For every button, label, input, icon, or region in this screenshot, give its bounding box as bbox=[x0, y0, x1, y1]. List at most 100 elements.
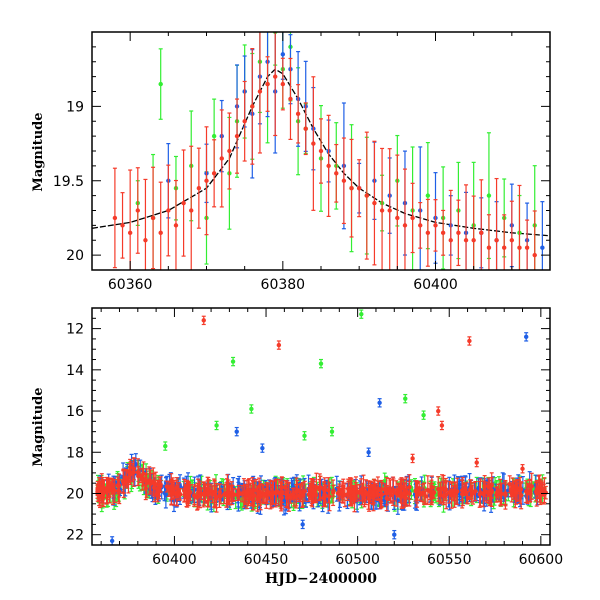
red-data-point bbox=[502, 245, 507, 250]
top-panel: 60360 60380 60400 19 19.5 20 bbox=[53, 31, 551, 293]
red-data-point bbox=[448, 238, 453, 243]
red-data-point bbox=[503, 492, 508, 498]
x-axis-label: HJD−2400000 bbox=[265, 571, 377, 587]
green-outlier-point bbox=[403, 396, 408, 401]
axes: 60400 60450 60500 60550 60600 12 14 16 18 20 22 bbox=[66, 307, 564, 568]
red-data-point bbox=[265, 489, 271, 495]
red-data-point bbox=[318, 148, 324, 154]
red-data-point bbox=[533, 489, 539, 494]
red-data-point bbox=[279, 490, 285, 496]
red-data-point bbox=[257, 492, 263, 498]
red-data-point bbox=[425, 230, 431, 236]
plot-frame bbox=[91, 307, 551, 546]
red-data-point bbox=[124, 475, 129, 481]
plot-area bbox=[92, 32, 550, 270]
blue-outlier-point bbox=[260, 445, 265, 451]
red-data-point bbox=[470, 491, 476, 496]
red-data-point bbox=[402, 223, 408, 228]
red-data-point bbox=[529, 484, 534, 489]
y-tick-label: 12 bbox=[66, 322, 84, 338]
y-tick-label: 19.5 bbox=[53, 174, 84, 190]
red-data-point bbox=[372, 486, 378, 491]
red-data-point bbox=[97, 490, 103, 496]
red-data-point bbox=[348, 489, 353, 495]
red-data-point bbox=[341, 484, 346, 490]
red-data-point bbox=[191, 493, 197, 498]
bottom-panel: 60400 60450 60500 60550 60600 12 14 16 18 20 22 bbox=[66, 307, 564, 568]
red-data-point bbox=[302, 489, 308, 494]
red-data-point bbox=[158, 230, 163, 236]
red-data-point bbox=[311, 141, 316, 146]
red-data-point bbox=[237, 491, 242, 497]
red-data-point bbox=[524, 245, 530, 250]
red-data-point bbox=[112, 215, 118, 221]
blue-outlier-point bbox=[377, 400, 382, 405]
green-outlier-point bbox=[318, 361, 324, 366]
red-data-point bbox=[510, 485, 515, 490]
blue-outlier-point bbox=[523, 334, 529, 340]
red-data-point bbox=[294, 489, 299, 495]
red-data-point bbox=[467, 487, 473, 492]
red-data-point bbox=[463, 238, 469, 243]
blue-data-point bbox=[280, 52, 286, 57]
red-data-point bbox=[349, 185, 354, 191]
red-data-point bbox=[197, 493, 203, 499]
red-data-point bbox=[465, 495, 471, 500]
red-data-point bbox=[211, 490, 217, 496]
red-data-point bbox=[421, 491, 427, 497]
red-data-point bbox=[486, 484, 492, 490]
red-data-point bbox=[227, 493, 233, 498]
red-outlier-point bbox=[201, 318, 206, 323]
red-data-point bbox=[303, 126, 308, 131]
red-data-point bbox=[455, 489, 460, 494]
red-data-point bbox=[334, 171, 339, 176]
red-data-point bbox=[255, 496, 260, 502]
x-tick-label: 60400 bbox=[413, 277, 458, 293]
red-data-point bbox=[525, 491, 530, 496]
blue-outlier-point bbox=[392, 532, 397, 537]
red-data-point bbox=[363, 491, 369, 496]
red-data-point bbox=[471, 238, 476, 243]
red-outlier-point bbox=[436, 408, 441, 414]
red-data-point bbox=[252, 493, 257, 498]
red-data-point bbox=[284, 492, 289, 497]
red-data-point bbox=[257, 89, 263, 94]
red-data-point bbox=[170, 486, 175, 491]
red-data-point bbox=[326, 163, 331, 169]
blue-data-point bbox=[540, 245, 545, 250]
plot-area bbox=[95, 309, 548, 545]
red-data-point bbox=[463, 487, 468, 492]
red-data-point bbox=[517, 488, 523, 493]
red-data-point bbox=[211, 171, 217, 176]
red-data-point bbox=[413, 488, 418, 494]
red-data-point bbox=[104, 488, 109, 494]
red-data-point bbox=[143, 238, 148, 243]
red-data-point bbox=[322, 484, 327, 490]
x-tick-label: 60400 bbox=[152, 552, 197, 568]
red-data-point bbox=[311, 488, 316, 493]
red-data-point bbox=[295, 111, 301, 117]
y-tick-label: 18 bbox=[66, 445, 84, 461]
red-data-point bbox=[244, 490, 250, 495]
x-tick-label: 60380 bbox=[261, 277, 306, 293]
red-data-point bbox=[107, 485, 112, 490]
blue-outlier-point bbox=[234, 429, 239, 434]
red-data-point bbox=[120, 223, 125, 228]
y-tick-label: 19 bbox=[66, 99, 84, 115]
red-data-point bbox=[143, 486, 148, 491]
red-data-point bbox=[487, 489, 492, 494]
blue-data-point bbox=[395, 498, 401, 503]
red-data-point bbox=[433, 223, 438, 228]
red-data-point bbox=[225, 486, 230, 492]
blue-outlier-point bbox=[366, 450, 371, 455]
x-tick-label: 60550 bbox=[427, 552, 472, 568]
red-data-point bbox=[300, 492, 306, 497]
x-tick-label: 60600 bbox=[519, 552, 564, 568]
red-data-point bbox=[401, 491, 406, 496]
red-data-point bbox=[499, 491, 504, 497]
red-data-point bbox=[250, 104, 255, 109]
red-data-point bbox=[486, 245, 492, 250]
green-data-point bbox=[158, 81, 163, 87]
red-data-point bbox=[131, 470, 136, 475]
red-data-point bbox=[288, 96, 293, 102]
